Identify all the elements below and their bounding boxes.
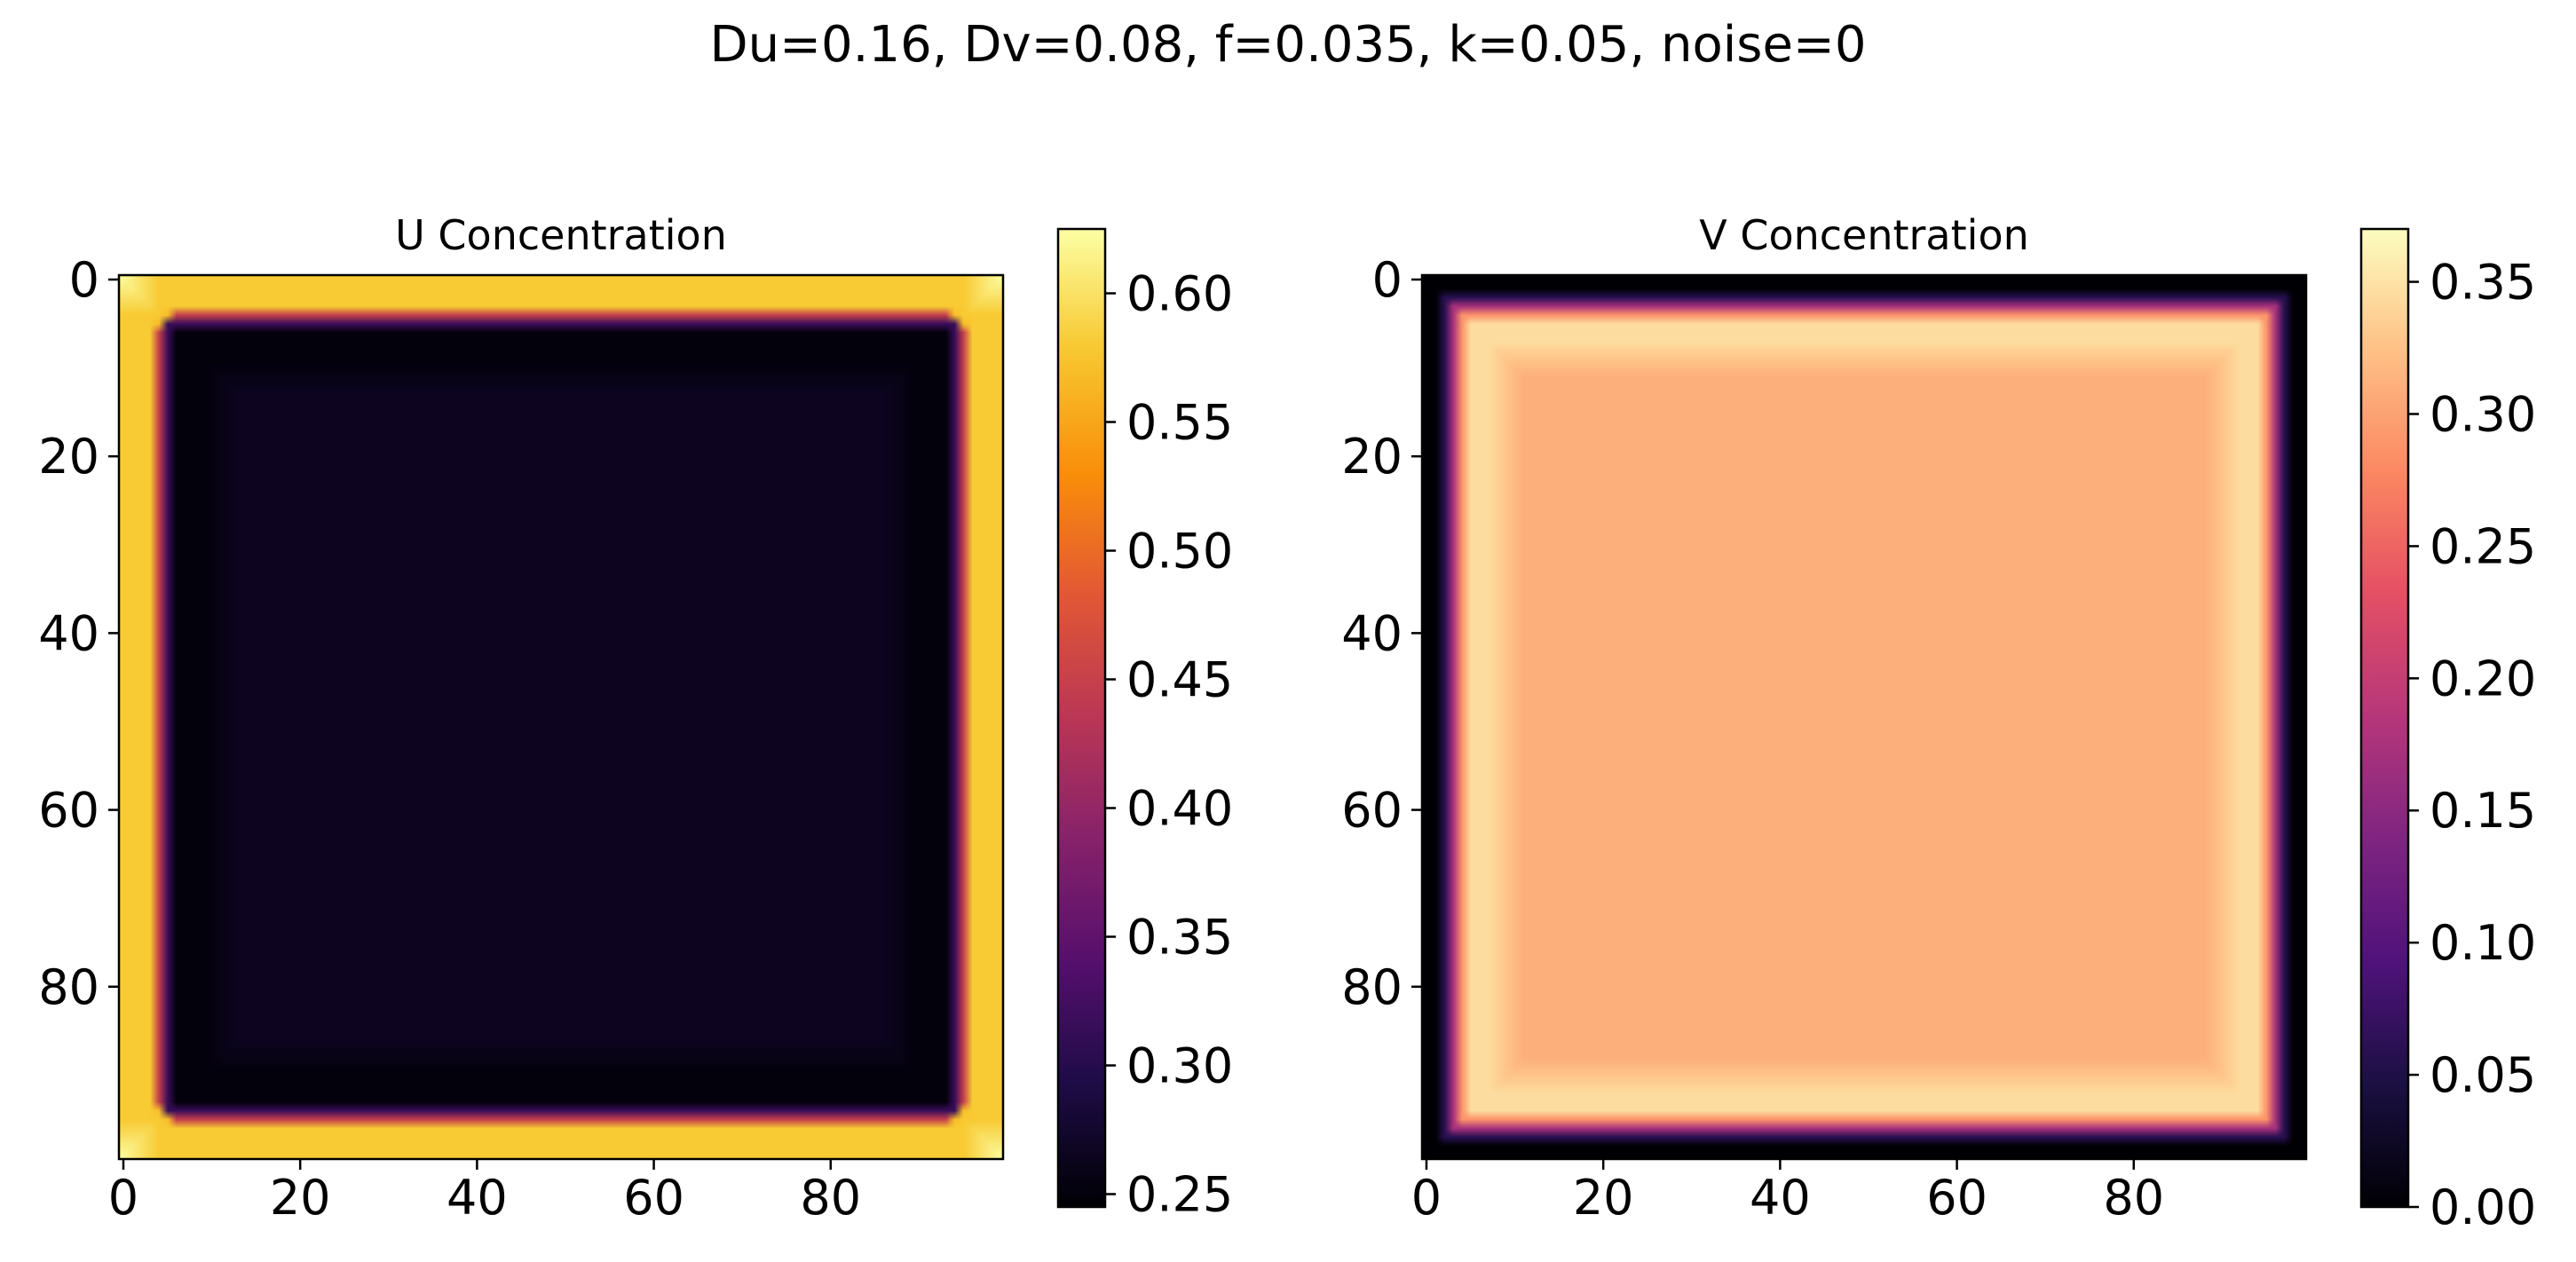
v-colorbar-tick-label: 0.05 [2430, 1047, 2536, 1103]
u-x-axis: 0 20 40 60 80 [108, 1159, 861, 1226]
v-plot-frame [1420, 273, 2308, 1161]
u-panel: U Concentration 0 20 40 60 80 0 20 40 60 80 0.25… [38, 211, 1233, 1226]
u-colorbar-tick-label: 0.40 [1126, 781, 1233, 837]
v-colorbar [2361, 229, 2408, 1207]
u-plot-frame [117, 273, 1005, 1161]
v-x-tick-label: 20 [1573, 1170, 1634, 1226]
v-colorbar-axis: 0.00 0.05 0.10 0.15 0.20 0.25 0.30 0.35 [2408, 255, 2536, 1235]
v-colorbar-tick-label: 0.35 [2430, 255, 2536, 311]
u-y-axis: 0 20 40 60 80 [38, 252, 119, 1015]
v-y-tick-label: 20 [1341, 429, 1403, 485]
v-x-tick-label: 60 [1926, 1170, 1987, 1226]
v-x-tick-label: 80 [2103, 1170, 2164, 1226]
u-y-tick-label: 0 [69, 252, 99, 308]
u-colorbar-axis: 0.25 0.30 0.35 0.40 0.45 0.50 0.55 0.60 [1105, 266, 1233, 1223]
v-colorbar-frame [2359, 227, 2410, 1209]
u-y-tick-label: 60 [38, 783, 99, 839]
u-heatmap [119, 275, 1003, 1159]
u-colorbar-tick-label: 0.55 [1126, 395, 1233, 451]
u-y-tick-label: 80 [38, 959, 99, 1015]
u-panel-title: U Concentration [395, 211, 727, 259]
u-colorbar-tick-label: 0.30 [1126, 1038, 1233, 1094]
v-panel-title: V Concentration [1699, 211, 2029, 259]
v-colorbar-tick-label: 0.25 [2430, 518, 2536, 574]
v-x-tick-label: 0 [1411, 1170, 1442, 1226]
v-y-tick-label: 80 [1341, 959, 1403, 1015]
v-colorbar-tick-label: 0.15 [2430, 783, 2536, 839]
u-x-tick-label: 60 [623, 1170, 684, 1226]
u-colorbar-tick-label: 0.60 [1126, 266, 1233, 322]
v-colorbar-tick-label: 0.20 [2430, 651, 2536, 706]
v-panel: V Concentration 0 20 40 60 80 0 20 40 60 80 0.00… [1341, 211, 2536, 1235]
v-x-axis: 0 20 40 60 80 [1411, 1159, 2164, 1226]
u-x-tick-label: 40 [446, 1170, 508, 1226]
v-y-tick-label: 40 [1341, 605, 1403, 661]
u-y-tick-label: 40 [38, 605, 99, 661]
u-colorbar-tick-label: 0.45 [1126, 652, 1233, 708]
u-x-tick-label: 0 [108, 1170, 138, 1226]
u-x-tick-label: 80 [800, 1170, 861, 1226]
v-y-tick-label: 0 [1372, 252, 1403, 308]
v-x-tick-label: 40 [1750, 1170, 1811, 1226]
v-colorbar-tick-label: 0.10 [2430, 915, 2536, 971]
v-heatmap [1422, 275, 2306, 1159]
v-colorbar-tick-label: 0.30 [2430, 386, 2536, 442]
v-y-axis: 0 20 40 60 80 [1341, 252, 1422, 1015]
u-colorbar-frame [1056, 227, 1107, 1209]
v-y-tick-label: 60 [1341, 783, 1403, 839]
u-x-tick-label: 20 [270, 1170, 331, 1226]
u-colorbar-tick-label: 0.25 [1126, 1167, 1233, 1223]
u-colorbar-tick-label: 0.50 [1126, 524, 1233, 580]
figure-suptitle: Du=0.16, Dv=0.08, f=0.035, k=0.05, noise… [709, 16, 1867, 74]
u-colorbar [1058, 229, 1105, 1207]
u-y-tick-label: 20 [38, 429, 99, 485]
u-colorbar-tick-label: 0.35 [1126, 910, 1233, 966]
v-colorbar-tick-label: 0.00 [2430, 1179, 2536, 1235]
